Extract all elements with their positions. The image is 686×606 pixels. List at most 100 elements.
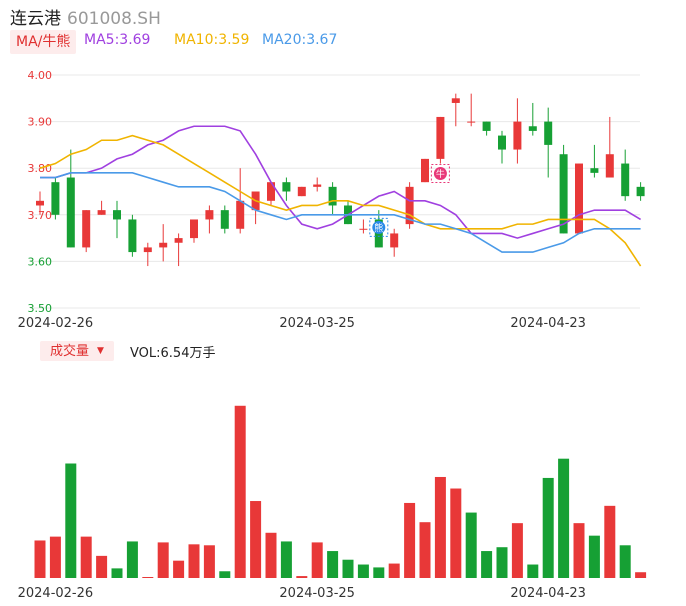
candlestick <box>590 144 599 178</box>
volume-date-label: 2024-02-26 <box>18 586 94 601</box>
price-axis-tick-label: 3.70 <box>28 209 53 222</box>
volume-date-label: 2024-04-23 <box>510 586 586 601</box>
price-axis-tick-label: 3.50 <box>28 302 53 315</box>
ma-toggle-button[interactable]: MA/牛熊 <box>10 30 77 54</box>
candle-body <box>359 228 368 230</box>
volume-bar <box>481 551 493 578</box>
candlestick <box>575 163 583 234</box>
candle-body <box>174 238 183 243</box>
candle-body <box>528 126 537 131</box>
volume-bar <box>496 547 508 578</box>
stock-code: 601008.SH <box>67 9 161 29</box>
volume-bar <box>450 488 462 578</box>
volume-bar <box>173 560 185 578</box>
volume-bar <box>542 477 554 578</box>
candle-body <box>636 186 645 197</box>
volume-bar <box>203 545 215 578</box>
volume-bar <box>404 502 416 578</box>
candle-body <box>97 210 106 215</box>
candle-body <box>544 121 553 145</box>
candle-body <box>559 154 568 234</box>
candlestick <box>159 224 168 262</box>
volume-bar <box>558 458 570 578</box>
volume-bar <box>434 476 446 578</box>
candlestick <box>51 177 60 220</box>
candle-body <box>267 182 275 201</box>
candlestick <box>405 182 414 229</box>
candle-body <box>436 116 445 159</box>
candlestick <box>467 93 476 127</box>
volume-bar <box>34 540 46 578</box>
ma10-value: MA10:3.59 <box>174 32 250 48</box>
candlestick <box>36 191 44 215</box>
volume-bar <box>573 523 585 578</box>
price-date-label: 2024-04-23 <box>510 316 586 331</box>
volume-bar <box>250 501 262 578</box>
candle-body <box>590 168 599 173</box>
candle-body <box>82 210 91 248</box>
candle-body <box>205 210 214 220</box>
bull-marker-icon: 牛 <box>430 164 450 184</box>
candlestick <box>97 200 106 215</box>
volume-bar <box>219 571 231 578</box>
volume-bar <box>465 512 477 578</box>
candlestick <box>544 107 553 178</box>
volume-indicator-button[interactable]: 成交量 ▼ <box>40 341 114 361</box>
candlestick <box>282 177 291 201</box>
candlestick <box>436 116 445 164</box>
candlestick <box>267 182 275 206</box>
candlestick <box>128 214 137 257</box>
price-date-label: 2024-03-25 <box>279 316 355 331</box>
volume-bar <box>111 568 123 578</box>
dropdown-arrow-icon: ▼ <box>97 346 104 356</box>
candlestick <box>390 228 399 257</box>
volume-bar <box>96 555 108 578</box>
volume-bar <box>265 532 277 578</box>
candlestick <box>421 158 429 183</box>
candle-body <box>313 184 322 187</box>
candle-body <box>66 177 75 248</box>
candle-body <box>328 186 337 206</box>
price-axis-tick-label: 3.80 <box>28 162 53 175</box>
candle-body <box>190 219 198 239</box>
candle-body <box>451 98 460 103</box>
volume-bar <box>588 535 600 578</box>
volume-bar <box>280 541 292 578</box>
stock-title: 连云港 601008.SH <box>10 4 161 29</box>
marker-frame <box>369 217 389 237</box>
candlestick <box>482 121 491 136</box>
volume-date-label: 2024-03-25 <box>279 586 355 601</box>
candlestick <box>113 200 121 239</box>
candlestick <box>190 219 198 243</box>
candle-body <box>605 154 614 178</box>
candlestick <box>66 149 75 248</box>
candlestick <box>528 102 537 136</box>
candle-body <box>405 186 414 225</box>
candle-body <box>282 182 291 192</box>
candle-body <box>36 200 44 206</box>
candle-body <box>482 121 491 131</box>
candle-body <box>575 163 583 234</box>
volume-bar <box>342 559 354 578</box>
candlestick <box>498 130 506 164</box>
volume-bar <box>604 505 616 578</box>
ma-line-ma20 <box>40 172 641 253</box>
volume-bar <box>188 544 200 578</box>
volume-bar <box>327 551 339 578</box>
candle-body <box>143 247 152 253</box>
candle-body <box>467 121 476 123</box>
volume-bar <box>388 563 400 578</box>
marker-label: 牛 <box>436 168 445 180</box>
candlestick <box>636 182 645 201</box>
candle-body <box>236 200 245 229</box>
candle-body <box>220 210 229 229</box>
volume-bar <box>80 536 92 578</box>
volume-bar <box>234 405 246 578</box>
volume-bar <box>126 541 138 578</box>
candlestick <box>143 242 152 267</box>
marker-frame <box>430 164 450 184</box>
candle-body <box>159 242 168 248</box>
ma-line-ma5 <box>40 125 642 239</box>
price-axis-tick-label: 4.00 <box>28 69 53 82</box>
volume-bar <box>419 522 431 578</box>
